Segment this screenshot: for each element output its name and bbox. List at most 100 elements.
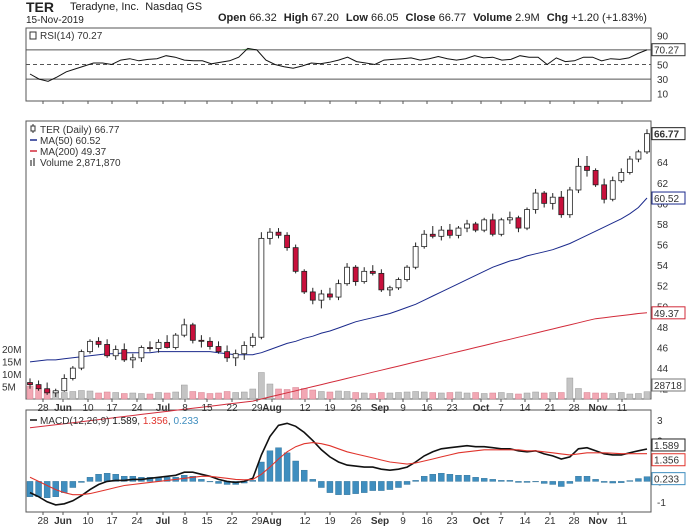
volume-bar xyxy=(335,390,342,400)
candle-body xyxy=(489,219,496,235)
macd-histogram-bar xyxy=(283,452,291,482)
volume-tick-label: 15M xyxy=(2,358,21,369)
macd-histogram-bar xyxy=(206,481,214,483)
candle-body xyxy=(541,192,548,204)
candle-body xyxy=(618,172,625,182)
macd-histogram-bar xyxy=(26,481,34,497)
macd-histogram-bar xyxy=(420,476,428,482)
candle-body xyxy=(275,231,282,236)
candle-body xyxy=(327,293,333,298)
candle-body xyxy=(395,279,402,289)
volume-bar xyxy=(378,392,385,400)
macd-histogram-bar xyxy=(352,481,359,494)
x-axis-label: Nov xyxy=(589,403,608,414)
candle-body xyxy=(464,223,470,229)
candle-body xyxy=(207,340,213,347)
macd-histogram-bar xyxy=(343,481,351,495)
macd-hist-tag xyxy=(651,472,686,486)
volume-bar xyxy=(395,392,402,400)
volume-tick-label: 20M xyxy=(2,345,21,356)
macd-histogram-bar xyxy=(163,477,171,482)
candle-body xyxy=(44,388,51,394)
candle-body xyxy=(87,340,93,353)
candle-body xyxy=(584,165,590,171)
macd-histogram-bar xyxy=(249,480,257,482)
volume-bar xyxy=(266,383,274,400)
rsi-value-tag xyxy=(651,43,686,57)
candle-body xyxy=(241,345,248,355)
high-label: High xyxy=(283,12,309,24)
candle-body xyxy=(155,341,162,349)
volume-bar xyxy=(232,392,239,400)
x-axis-label: 28 xyxy=(568,403,580,414)
volume-tag-label: 28718 xyxy=(654,381,682,392)
macd-histogram-bar xyxy=(198,479,205,482)
volume-bar xyxy=(489,392,496,400)
volume-bar xyxy=(635,393,642,400)
macd-histogram-bar xyxy=(78,481,85,483)
volume-bar xyxy=(600,392,608,400)
x-axis-label: 24 xyxy=(131,403,143,414)
volume-bar xyxy=(463,392,471,400)
rsi-value-tag-label: 70.27 xyxy=(654,46,679,57)
macd-value-tag-label: 1.589 xyxy=(654,441,679,452)
candle-body xyxy=(352,266,359,283)
price-tick-label: 46 xyxy=(657,344,669,355)
volume-bar xyxy=(583,392,591,400)
candle-body xyxy=(515,217,522,229)
candle-body xyxy=(387,287,393,291)
macd-histogram-bar xyxy=(532,481,539,483)
macd-histogram-bar xyxy=(266,450,274,482)
volume-label: Volume xyxy=(473,12,513,24)
candle-body xyxy=(224,351,230,359)
candle-body xyxy=(104,344,111,357)
x-axis-label: 12 xyxy=(299,403,311,414)
candle-body xyxy=(575,165,582,191)
ma200-tag xyxy=(651,306,686,320)
chg-value: +1.20 (+1.83%) xyxy=(571,12,647,24)
candle-body xyxy=(61,378,68,392)
candle-body xyxy=(164,341,171,348)
volume-bar xyxy=(429,392,437,400)
candle-body xyxy=(267,231,273,239)
volume-tag xyxy=(651,378,686,392)
volume-bar xyxy=(575,388,582,400)
volume-bar xyxy=(618,392,625,400)
macd-histogram-bar xyxy=(549,481,556,485)
last-price-tag xyxy=(651,127,686,141)
macd-histogram-bar xyxy=(309,479,316,482)
candle-body xyxy=(198,339,205,342)
macd-histogram-bar xyxy=(575,476,582,482)
macd-histogram-bar xyxy=(618,481,625,483)
volume-bar xyxy=(78,390,85,400)
volume-bar xyxy=(549,392,556,400)
volume-bar xyxy=(86,390,94,400)
macd-histogram-bar xyxy=(626,480,634,482)
candle-body xyxy=(438,229,445,237)
quote-date: 15-Nov-2019 xyxy=(26,15,84,26)
close-label: Close xyxy=(405,12,436,24)
volume-bar xyxy=(480,393,488,400)
x-axis-label: 10 xyxy=(82,403,94,414)
ma50-line xyxy=(29,197,648,363)
candle-body xyxy=(378,272,385,291)
volume-tick-label: 5M xyxy=(2,383,16,394)
x-axis-label: 8 xyxy=(182,403,188,414)
x-axis-label: 15 xyxy=(201,403,213,414)
volume-bar xyxy=(343,391,351,400)
volume-bar xyxy=(138,393,145,400)
candle-body xyxy=(129,357,136,361)
macd-value-tag xyxy=(651,438,686,452)
x-axis-label: Oct xyxy=(473,403,490,414)
open-label: Open xyxy=(218,12,247,24)
candle-body xyxy=(249,336,256,346)
x-axis-label-bottom: 9 xyxy=(400,516,406,527)
macd-histogram-bar xyxy=(69,481,77,488)
volume-bar xyxy=(155,392,162,400)
candle-body xyxy=(635,151,642,160)
x-axis-label: 9 xyxy=(400,403,406,414)
volume-bar xyxy=(283,389,291,400)
candle-body xyxy=(172,334,179,348)
x-axis-label: Jul xyxy=(156,403,171,414)
candle-body xyxy=(335,283,342,298)
